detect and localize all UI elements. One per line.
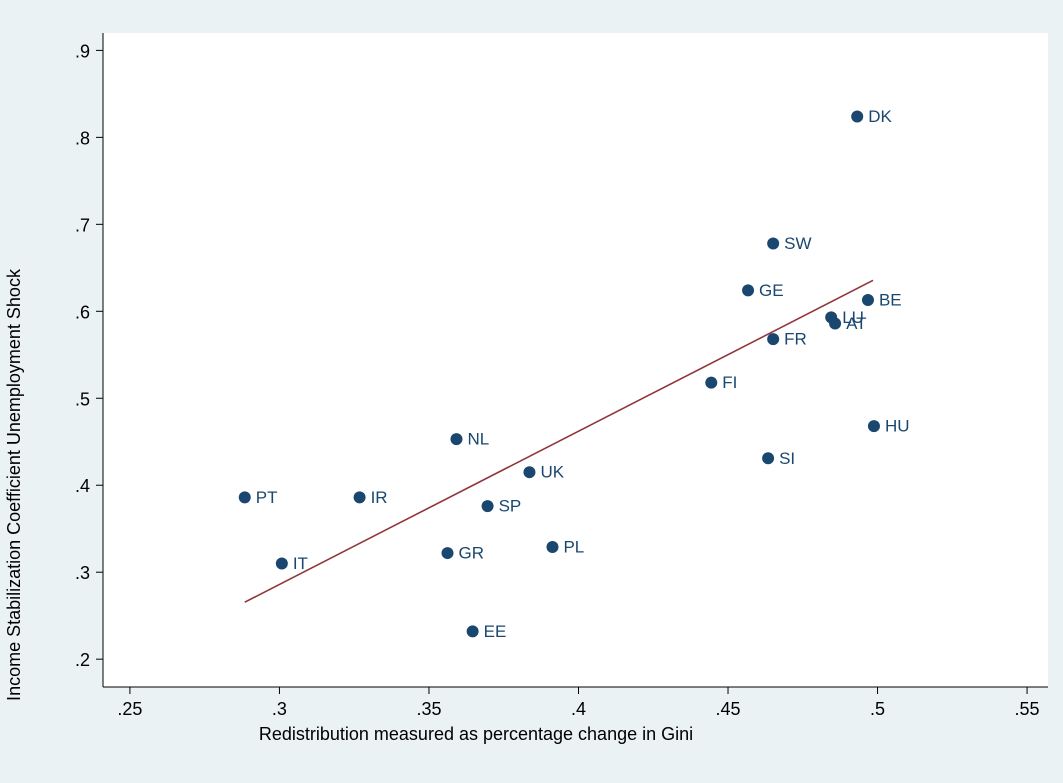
y-tick-label: .9 [75,41,90,61]
y-tick-label: .5 [75,389,90,409]
point [767,237,780,250]
x-tick-label: .55 [1015,699,1040,719]
point-label: SW [784,234,811,253]
point [762,452,775,465]
point [450,433,463,446]
point-label: UK [540,463,564,482]
point [767,333,780,346]
y-tick-label: .3 [75,563,90,583]
x-axis-title: Redistribution measured as percentage ch… [259,724,693,744]
x-tick-label: .45 [716,699,741,719]
point [861,293,874,306]
point [353,491,366,504]
point-label: LU [842,308,864,327]
point-label: BE [879,290,902,309]
y-axis-title: Income Stabilization Coefficient Unemplo… [4,268,24,701]
point [546,540,559,553]
x-tick-label: .4 [571,699,586,719]
point [851,110,864,123]
x-tick-label: .3 [272,699,287,719]
x-tick-label: .35 [416,699,441,719]
point-label: GR [459,544,485,563]
point [867,420,880,433]
point [481,500,494,513]
y-tick-label: .7 [75,215,90,235]
point [705,376,718,389]
x-tick-label: .5 [870,699,885,719]
point-label: PL [563,537,584,556]
point-label: SI [779,449,795,468]
point-label: HU [885,417,910,436]
y-tick-label: .6 [75,302,90,322]
y-tick-label: .2 [75,650,90,670]
point-label: EE [484,622,507,641]
plot-area [103,33,1048,687]
point [238,491,251,504]
fit-line [244,279,874,603]
x-tick-label: .25 [117,699,142,719]
point-label: SP [499,497,522,516]
point [829,317,842,330]
point-label: FI [722,373,737,392]
point [441,547,454,560]
point [466,625,479,638]
point-label: AT [846,314,866,333]
point [742,284,755,297]
point-label: DK [868,107,892,126]
y-tick-label: .4 [75,476,90,496]
point [523,466,536,479]
point-label: IT [293,554,308,573]
point-label: GE [759,281,784,300]
y-tick-label: .8 [75,128,90,148]
point-label: IR [371,488,388,507]
point [275,557,288,570]
point-label: NL [467,430,489,449]
point-label: FR [784,330,807,349]
point-label: PT [256,488,278,507]
